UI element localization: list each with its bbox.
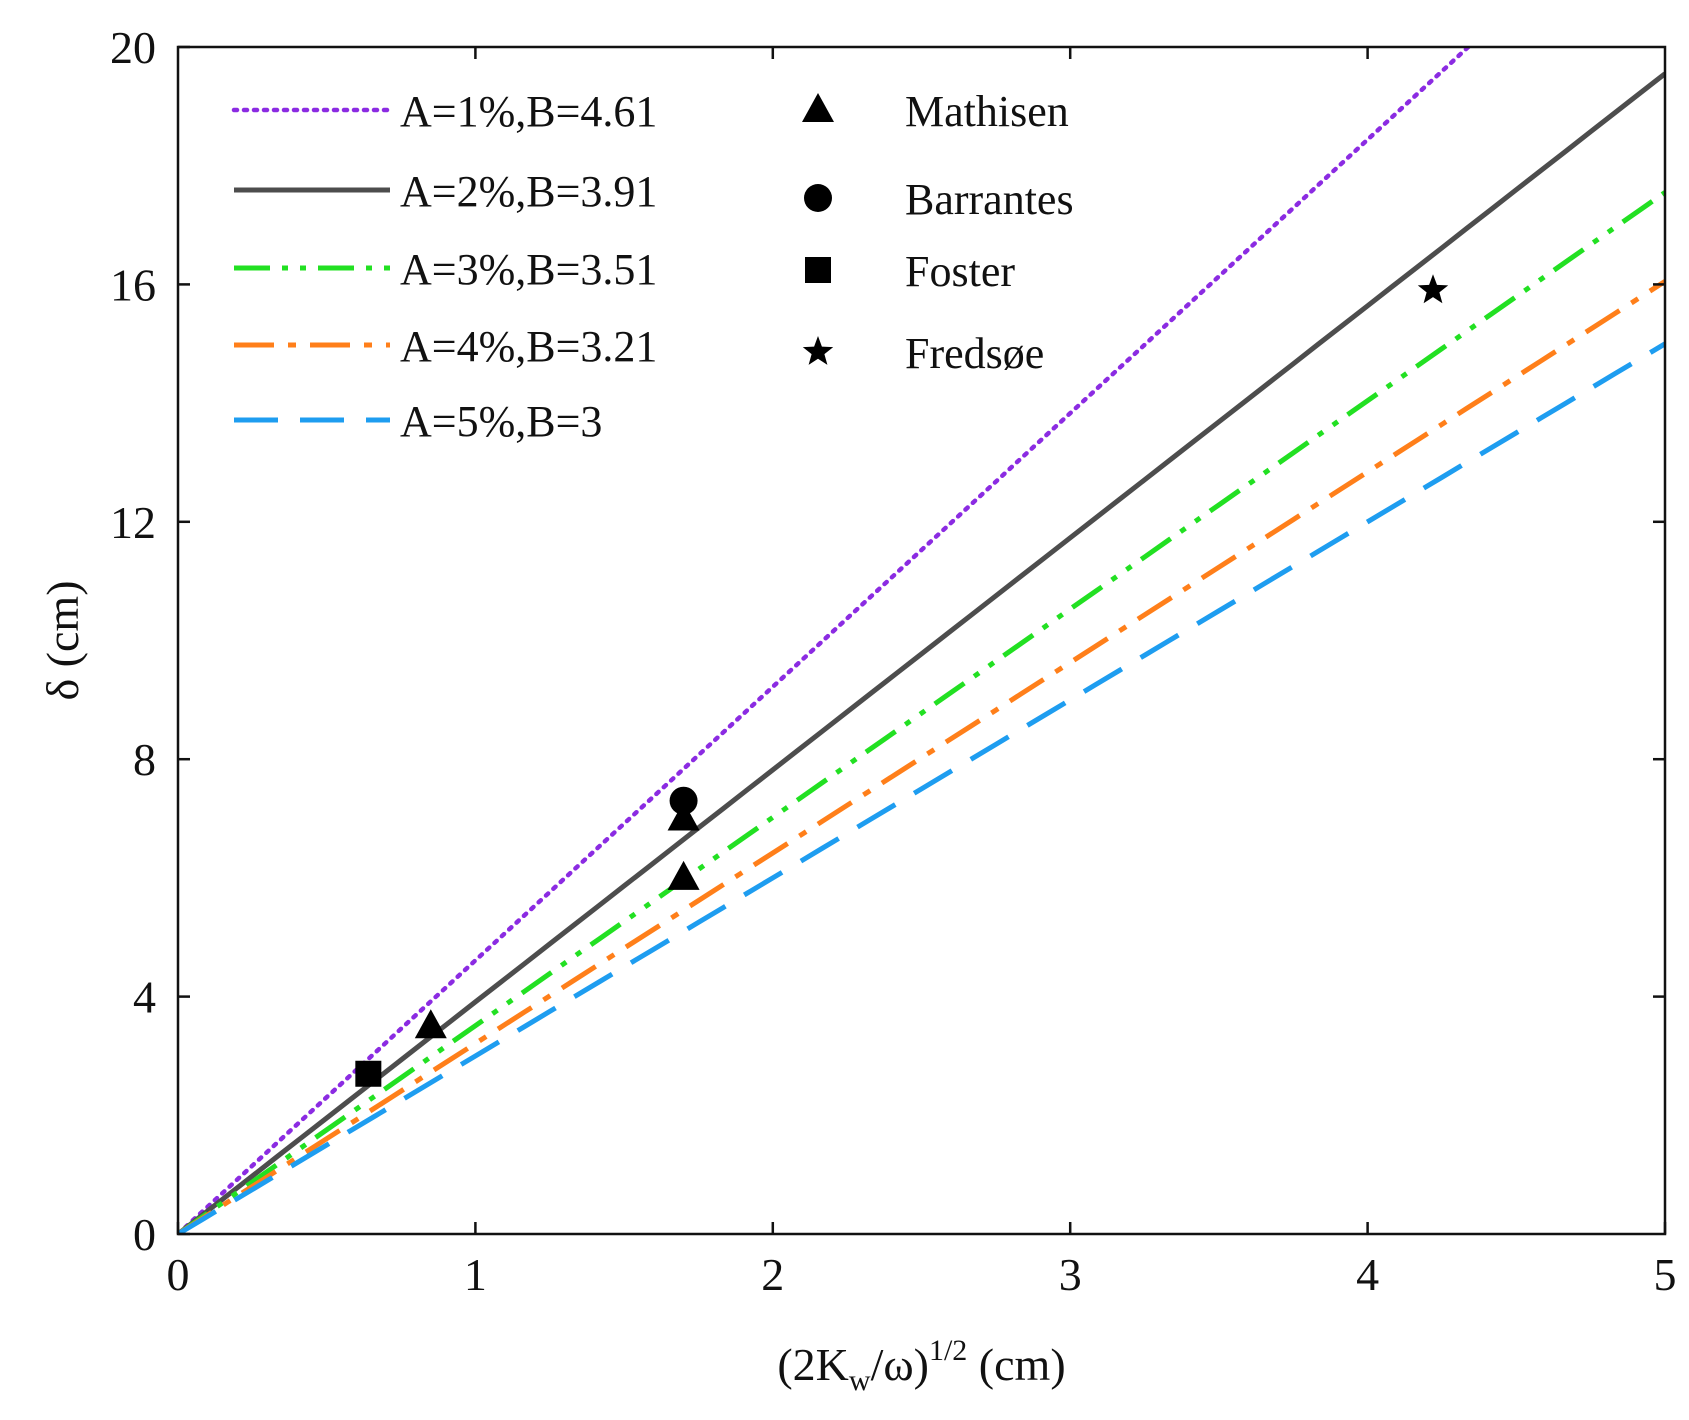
legend-marker-barrantes bbox=[804, 184, 832, 212]
x-tick-label: 0 bbox=[167, 1249, 190, 1300]
fredsøe-point bbox=[1417, 274, 1449, 304]
legend-label-1: A=1%,B=4.61 bbox=[400, 87, 657, 136]
x-tick-label: 3 bbox=[1059, 1249, 1082, 1300]
axis-ticks bbox=[176, 45, 1667, 1236]
x-tick-label: 1 bbox=[464, 1249, 487, 1300]
legend-label-mathisen: Mathisen bbox=[905, 87, 1069, 136]
x-tick-label: 4 bbox=[1356, 1249, 1379, 1300]
x-axis-title-mid: /ω) bbox=[871, 1339, 929, 1390]
y-tick-label: 16 bbox=[110, 259, 156, 310]
legend: A=1%,B=4.61 A=2%,B=3.91 A=3%,B=3.51 A=4%,B=… bbox=[231, 87, 1074, 446]
y-axis-title: δ (cm) bbox=[37, 580, 88, 700]
legend-label-3: A=3%,B=3.51 bbox=[400, 245, 657, 294]
x-axis-title-main: (2K bbox=[777, 1339, 849, 1390]
legend-label-5: A=5%,B=3 bbox=[400, 397, 602, 446]
barrantes-point bbox=[669, 786, 698, 815]
y-tick-label: 12 bbox=[110, 497, 156, 548]
legend-label-2: A=2%,B=3.91 bbox=[400, 167, 657, 216]
legend-marker-mathisen bbox=[802, 93, 834, 122]
foster-point bbox=[355, 1060, 382, 1087]
legend-marker-fredsøe bbox=[802, 336, 834, 365]
series-line-3 bbox=[178, 190, 1665, 1234]
x-axis-title-sub: w bbox=[849, 1364, 871, 1397]
y-tick-label: 4 bbox=[133, 972, 156, 1023]
legend-label-4: A=4%,B=3.21 bbox=[400, 322, 657, 371]
series-line-2 bbox=[178, 71, 1665, 1234]
plot-area bbox=[178, 47, 1665, 1234]
y-tick-label: 0 bbox=[133, 1209, 156, 1260]
legend-label-barrantes: Barrantes bbox=[905, 175, 1074, 224]
plot-frame bbox=[176, 45, 1667, 1236]
y-tick-label: 20 bbox=[110, 22, 156, 73]
series-line-4 bbox=[178, 279, 1665, 1234]
mathisen-point bbox=[667, 860, 700, 890]
x-tick-label: 2 bbox=[761, 1249, 784, 1300]
series-line-5 bbox=[178, 341, 1665, 1234]
x-axis-title-sup: 1/2 bbox=[929, 1334, 967, 1367]
x-axis-title: (2Kw/ω)1/2 (cm) bbox=[777, 1334, 1065, 1397]
legend-marker-foster bbox=[805, 257, 831, 283]
mathisen-point bbox=[667, 801, 700, 831]
y-tick-label: 8 bbox=[133, 734, 156, 785]
mathisen-point bbox=[414, 1009, 447, 1039]
series-line-1 bbox=[178, 47, 1472, 1234]
x-tick-label: 5 bbox=[1654, 1249, 1677, 1300]
legend-label-fredsøe: Fredsøe bbox=[905, 329, 1044, 378]
legend-label-foster: Foster bbox=[905, 247, 1015, 296]
x-axis-title-unit: (cm) bbox=[967, 1339, 1065, 1390]
